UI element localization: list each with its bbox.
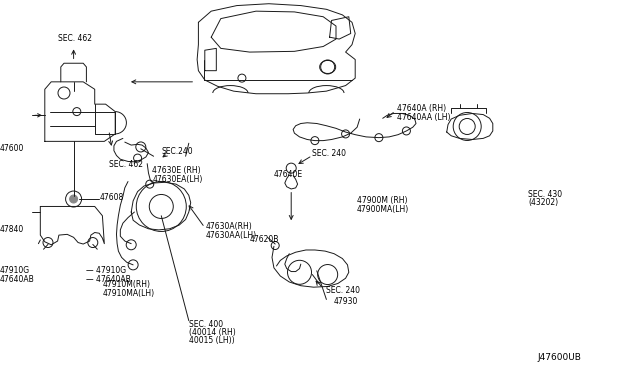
Text: — 47640AB: — 47640AB bbox=[86, 275, 131, 284]
Text: 47620B: 47620B bbox=[250, 235, 279, 244]
Text: 47640A (RH): 47640A (RH) bbox=[397, 104, 446, 113]
Text: 47930: 47930 bbox=[334, 297, 358, 306]
Text: (43202): (43202) bbox=[528, 198, 558, 207]
Text: 47630E (RH): 47630E (RH) bbox=[152, 166, 201, 175]
Text: SEC. 240: SEC. 240 bbox=[312, 149, 346, 158]
Text: SEC. 462: SEC. 462 bbox=[109, 160, 143, 169]
Text: 47910MA(LH): 47910MA(LH) bbox=[102, 289, 154, 298]
Text: SEC.240: SEC.240 bbox=[161, 147, 193, 156]
Text: J47600UB: J47600UB bbox=[538, 353, 582, 362]
Text: 47608: 47608 bbox=[99, 193, 124, 202]
Text: SEC. 462: SEC. 462 bbox=[58, 34, 92, 43]
Text: 47630EA(LH): 47630EA(LH) bbox=[152, 175, 203, 184]
Text: SEC. 400: SEC. 400 bbox=[189, 320, 223, 329]
Circle shape bbox=[70, 195, 77, 203]
Text: 47900MA(LH): 47900MA(LH) bbox=[357, 205, 410, 214]
Text: 47630AA(LH): 47630AA(LH) bbox=[206, 231, 257, 240]
Text: 47640AA (LH): 47640AA (LH) bbox=[397, 113, 451, 122]
Text: 47640E: 47640E bbox=[274, 170, 303, 179]
Text: (40014 (RH): (40014 (RH) bbox=[189, 328, 236, 337]
Text: 47630A(RH): 47630A(RH) bbox=[206, 222, 253, 231]
Text: 47840: 47840 bbox=[0, 225, 24, 234]
Text: — 47910G: — 47910G bbox=[86, 266, 127, 275]
Text: 47640AB: 47640AB bbox=[0, 275, 35, 284]
Text: 47900M (RH): 47900M (RH) bbox=[357, 196, 408, 205]
Text: SEC. 430: SEC. 430 bbox=[528, 190, 562, 199]
Text: SEC. 240: SEC. 240 bbox=[326, 286, 360, 295]
Text: 47910M(RH): 47910M(RH) bbox=[102, 280, 150, 289]
Text: 47600: 47600 bbox=[0, 144, 24, 153]
Text: 47910G: 47910G bbox=[0, 266, 30, 275]
Text: 40015 (LH)): 40015 (LH)) bbox=[189, 336, 235, 345]
